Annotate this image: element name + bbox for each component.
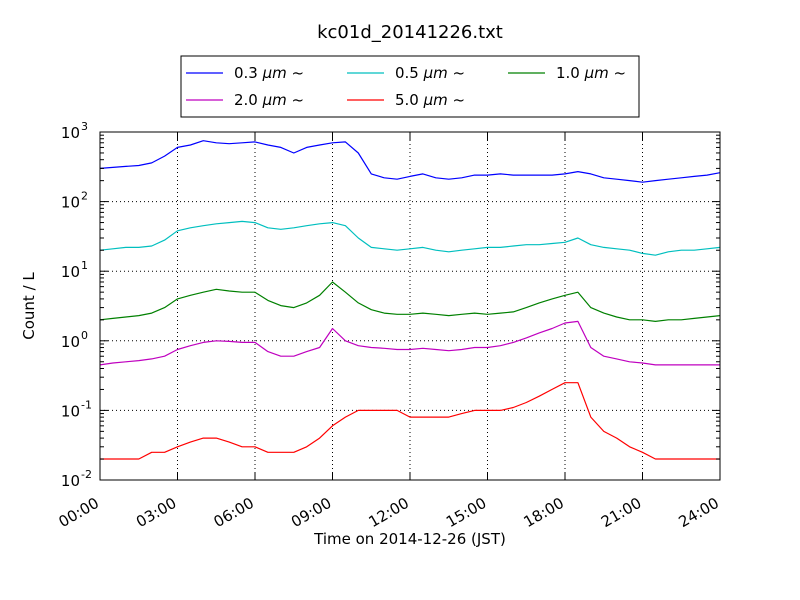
y-tick-label: 10 xyxy=(61,124,80,142)
series-line-2 xyxy=(99,281,721,322)
y-tick-exponent: 0 xyxy=(81,329,88,342)
y-tick-label: 10 xyxy=(61,333,80,351)
series-line-1 xyxy=(99,220,721,256)
y-tick-label: 10 xyxy=(61,402,80,420)
legend-frame xyxy=(180,55,640,118)
legend: 0.3 μm ~ 0.5 μm ~ 1.0 μm ~ 2.0 μm ~ 5.0 μm ~ xyxy=(180,55,640,118)
legend-label-1: 0.5 μm ~ xyxy=(395,64,465,82)
y-tick-label: 10 xyxy=(61,472,80,490)
y-tick-label: 10 xyxy=(61,263,80,281)
series-line-0 xyxy=(99,140,721,183)
y-tick-exponent: -2 xyxy=(81,468,92,481)
series-line-3 xyxy=(99,320,720,366)
y-tick-exponent: -1 xyxy=(81,398,92,411)
y-tick-label: 10 xyxy=(61,194,80,212)
chart-title: kc01d_20141226.txt xyxy=(317,22,503,43)
series-lines xyxy=(99,140,721,460)
x-axis-label: Time on 2014-12-26 (JST) xyxy=(313,530,506,548)
tick-marks xyxy=(99,131,721,481)
legend-label-0: 0.3 μm ~ xyxy=(234,64,304,82)
y-tick-exponent: 2 xyxy=(81,190,88,203)
y-tick-exponent: 3 xyxy=(81,120,88,133)
series-line-4 xyxy=(100,382,720,460)
legend-label-2: 1.0 μm ~ xyxy=(556,64,626,82)
y-tick-exponent: 1 xyxy=(81,259,88,272)
grid xyxy=(100,132,720,480)
legend-label-3: 2.0 μm ~ xyxy=(234,91,304,109)
legend-label-4: 5.0 μm ~ xyxy=(395,91,465,109)
y-axis-label: Count / L xyxy=(20,272,38,340)
